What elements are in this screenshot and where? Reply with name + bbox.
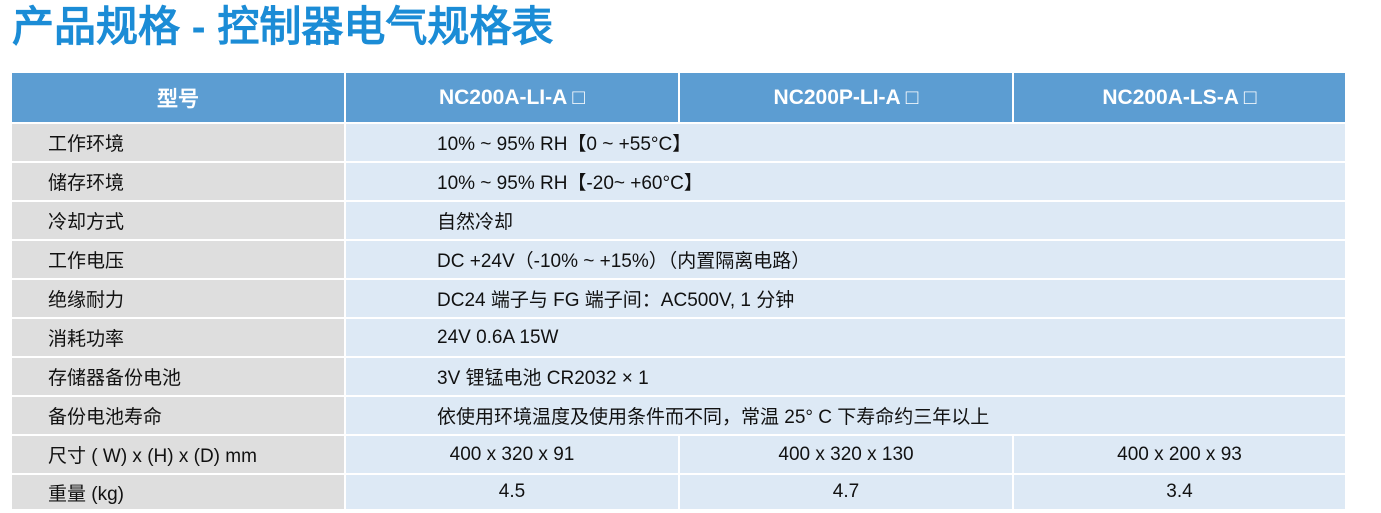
table-row: 储存环境 10% ~ 95% RH【-20~ +60°C】 [12,161,1347,201]
row-label: 备份电池寿命 [12,395,346,435]
table-body: 工作环境 10% ~ 95% RH【0 ~ +55°C】 储存环境 10% ~ 95%… [12,122,1347,509]
row-value: 4.7 [679,473,1014,509]
row-value: 3.4 [1013,473,1347,509]
row-value: DC24 端子与 FG 端子间：AC500V, 1 分钟 [345,278,1347,318]
row-value: 400 x 320 x 130 [679,434,1014,474]
header-cell: NC200P-LI-A □ [679,73,1014,123]
row-value: DC +24V（-10% ~ +15%）（内置隔离电路） [345,239,1347,279]
row-value: 自然冷却 [345,200,1347,240]
row-label: 绝缘耐力 [12,278,346,318]
table-row: 工作电压 DC +24V（-10% ~ +15%）（内置隔离电路） [12,239,1347,279]
row-label: 工作电压 [12,239,346,279]
table-row: 冷却方式 自然冷却 [12,200,1347,240]
table-row: 绝缘耐力 DC24 端子与 FG 端子间：AC500V, 1 分钟 [12,278,1347,318]
header-row: 型号 NC200A-LI-A □ NC200P-LI-A □ NC200A-LS-A … [12,73,1347,123]
header-cell: 型号 [12,73,346,123]
header-cell: NC200A-LS-A □ [1013,73,1347,123]
row-label: 消耗功率 [12,317,346,357]
spec-table: 型号 NC200A-LI-A □ NC200P-LI-A □ NC200A-LS-A … [12,73,1347,509]
row-value: 10% ~ 95% RH【-20~ +60°C】 [345,161,1347,201]
row-value: 4.5 [345,473,680,509]
row-value: 400 x 200 x 93 [1013,434,1347,474]
row-value: 400 x 320 x 91 [345,434,680,474]
row-label: 储存环境 [12,161,346,201]
table-row: 存储器备份电池 3V 锂锰电池 CR2032 × 1 [12,356,1347,396]
table-row: 重量 (kg) 4.5 4.7 3.4 [12,473,1347,509]
row-label: 尺寸 ( W) x (H) x (D) mm [12,434,346,474]
table-row: 工作环境 10% ~ 95% RH【0 ~ +55°C】 [12,122,1347,162]
row-value: 24V 0.6A 15W [345,317,1347,357]
row-value: 3V 锂锰电池 CR2032 × 1 [345,356,1347,396]
row-label: 重量 (kg) [12,473,346,509]
header-cell: NC200A-LI-A □ [345,73,680,123]
row-label: 冷却方式 [12,200,346,240]
row-value: 依使用环境温度及使用条件而不同，常温 25° C 下寿命约三年以上 [345,395,1347,435]
row-value: 10% ~ 95% RH【0 ~ +55°C】 [345,122,1347,162]
row-label: 存储器备份电池 [12,356,346,396]
row-label: 工作环境 [12,122,346,162]
table-row: 消耗功率 24V 0.6A 15W [12,317,1347,357]
table-row: 尺寸 ( W) x (H) x (D) mm 400 x 320 x 91 400 … [12,434,1347,474]
page-title: 产品规格 - 控制器电气规格表 [12,3,554,50]
table-row: 备份电池寿命 依使用环境温度及使用条件而不同，常温 25° C 下寿命约三年以上 [12,395,1347,435]
